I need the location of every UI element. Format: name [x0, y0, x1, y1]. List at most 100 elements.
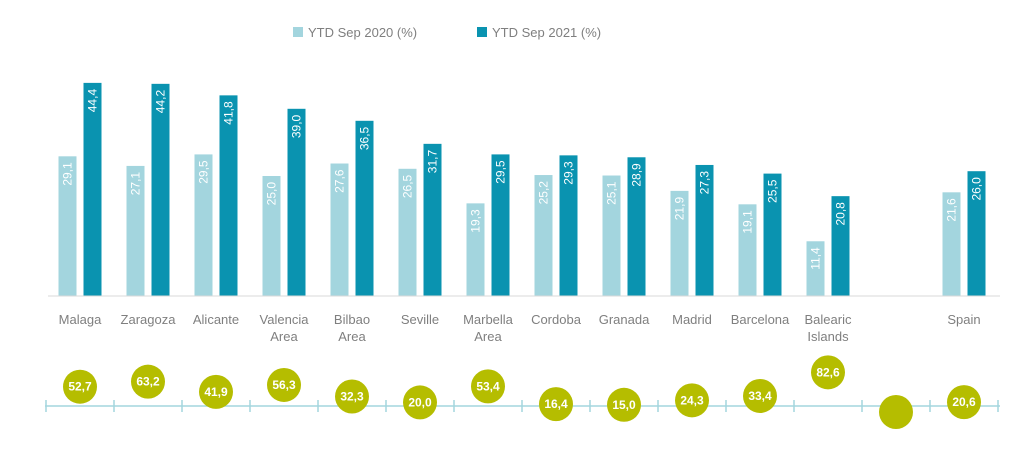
bar-label-2021-13: 26,0: [970, 177, 984, 201]
bar-label-2020-3: 25,0: [265, 182, 279, 206]
bubble-10: [743, 378, 777, 413]
bar-label-2021-4: 36,5: [358, 126, 372, 150]
bubble-label-4: 32,3: [340, 389, 364, 403]
bar-label-2021-3: 39,0: [290, 114, 304, 138]
bubble-label-10: 33,4: [748, 389, 772, 403]
bar-2020-0: [58, 156, 77, 296]
bar-2021-5: [423, 143, 442, 296]
category-label-5: Seville: [401, 312, 439, 327]
bar-2021-9: [695, 164, 714, 296]
bar-label-2020-4: 27,6: [333, 169, 347, 193]
bar-2020-10: [738, 204, 757, 296]
bar-label-2020-9: 21,9: [673, 197, 687, 221]
bar-label-2020-2: 29,5: [197, 160, 211, 184]
category-label-9: Madrid: [672, 312, 712, 327]
bubble-1: [131, 364, 165, 399]
bubble-3: [267, 367, 301, 402]
category-label-10: Barcelona: [731, 312, 790, 327]
bar-label-2021-5: 31,7: [426, 150, 440, 174]
bar-2021-4: [355, 120, 374, 296]
bubble-label-2: 41,9: [204, 385, 228, 399]
category-label-11: Balearic: [805, 312, 852, 327]
bar-2021-13: [967, 171, 986, 296]
bubble-9: [675, 383, 709, 418]
bar-2021-10: [763, 173, 782, 296]
legend: YTD Sep 2020 (%) YTD Sep 2021 (%): [293, 25, 601, 40]
category-label-7: Cordoba: [531, 312, 582, 327]
bar-2020-6: [466, 203, 485, 296]
bubble-label-13: 20,6: [952, 395, 976, 409]
category-label-8: Granada: [599, 312, 650, 327]
legend-swatch-1: [293, 27, 303, 37]
bubble-label-8: 15,0: [612, 398, 636, 412]
category-label-1: Zaragoza: [121, 312, 177, 327]
bar-series: 29,1 44,4 27,1 44,2 29,5 41,8 25,0 39,0 27,6 36,5…: [58, 82, 986, 296]
bubble-8: [607, 387, 641, 422]
bubble-label-9: 24,3: [680, 393, 704, 407]
bar-2021-2: [219, 95, 238, 296]
bubble-axis: [45, 400, 1000, 412]
bar-2021-8: [627, 157, 646, 296]
bubble-series: 52,7 63,2 41,9 56,3 32,3 20,0 53,4 16,4 15,0 24,3…: [63, 355, 981, 429]
bar-2020-5: [398, 168, 417, 296]
legend-swatch-2: [477, 27, 487, 37]
bar-label-2021-6: 29,5: [494, 160, 508, 184]
bar-2021-6: [491, 154, 510, 296]
category-label-13: Spain: [947, 312, 980, 327]
bubble-label-7: 16,4: [544, 397, 568, 411]
bar-label-2020-11: 11,4: [809, 247, 823, 270]
bubble-label-0: 52,7: [68, 380, 92, 394]
category-label-4-line2: Area: [338, 329, 366, 344]
category-label-0: Malaga: [59, 312, 102, 327]
bar-2020-13: [942, 192, 961, 296]
bar-label-2021-10: 25,5: [766, 179, 780, 203]
bar-2021-11: [831, 196, 850, 296]
bar-2021-1: [151, 83, 170, 296]
bubble-4: [335, 379, 369, 414]
bubble-label-5: 20,0: [408, 395, 432, 409]
bubble-2: [199, 374, 233, 409]
category-label-3-line2: Area: [270, 329, 298, 344]
bar-2020-8: [602, 175, 621, 296]
category-label-3: Valencia: [260, 312, 310, 327]
bubble-11: [811, 355, 845, 390]
bubble-label-6: 53,4: [476, 379, 500, 393]
bubble-7: [539, 387, 573, 422]
bar-label-2020-7: 25,2: [537, 181, 551, 205]
bar-label-2020-6: 19,3: [469, 209, 483, 233]
bar-2020-11: [806, 241, 825, 296]
legend-label-1: YTD Sep 2020 (%): [308, 25, 417, 40]
category-label-11-line2: Islands: [807, 329, 849, 344]
bubble-5: [403, 385, 437, 420]
category-label-6: Marbella: [463, 312, 514, 327]
bar-label-2020-8: 25,1: [605, 181, 619, 205]
bubble-0: [63, 369, 97, 404]
category-label-2: Alicante: [193, 312, 239, 327]
bar-2021-3: [287, 108, 306, 296]
bar-label-2021-0: 44,4: [86, 89, 100, 113]
bar-2021-7: [559, 155, 578, 296]
bar-2021-0: [83, 82, 102, 296]
bar-2020-9: [670, 190, 689, 296]
bar-label-2021-9: 27,3: [698, 171, 712, 195]
category-label-4: Bilbao: [334, 312, 370, 327]
bubble-12: [879, 395, 913, 429]
bar-label-2020-1: 27,1: [129, 172, 143, 196]
bar-label-2021-8: 28,9: [630, 163, 644, 187]
bar-2020-1: [126, 165, 145, 296]
category-labels: Malaga Zaragoza Alicante Valencia Area Bilbao…: [59, 312, 981, 344]
bar-2020-4: [330, 163, 349, 296]
bubble-13: [947, 385, 981, 420]
bar-label-2021-7: 29,3: [562, 161, 576, 185]
bar-2020-2: [194, 154, 213, 296]
category-label-6-line2: Area: [474, 329, 502, 344]
legend-label-2: YTD Sep 2021 (%): [492, 25, 601, 40]
bar-label-2020-13: 21,6: [945, 198, 959, 222]
bubble-label-1: 63,2: [136, 375, 160, 389]
bar-2020-7: [534, 175, 553, 296]
bar-label-2020-5: 26,5: [401, 174, 415, 198]
bar-label-2020-0: 29,1: [61, 162, 75, 186]
bubble-label-3: 56,3: [272, 378, 296, 392]
bubble-6: [471, 369, 505, 404]
